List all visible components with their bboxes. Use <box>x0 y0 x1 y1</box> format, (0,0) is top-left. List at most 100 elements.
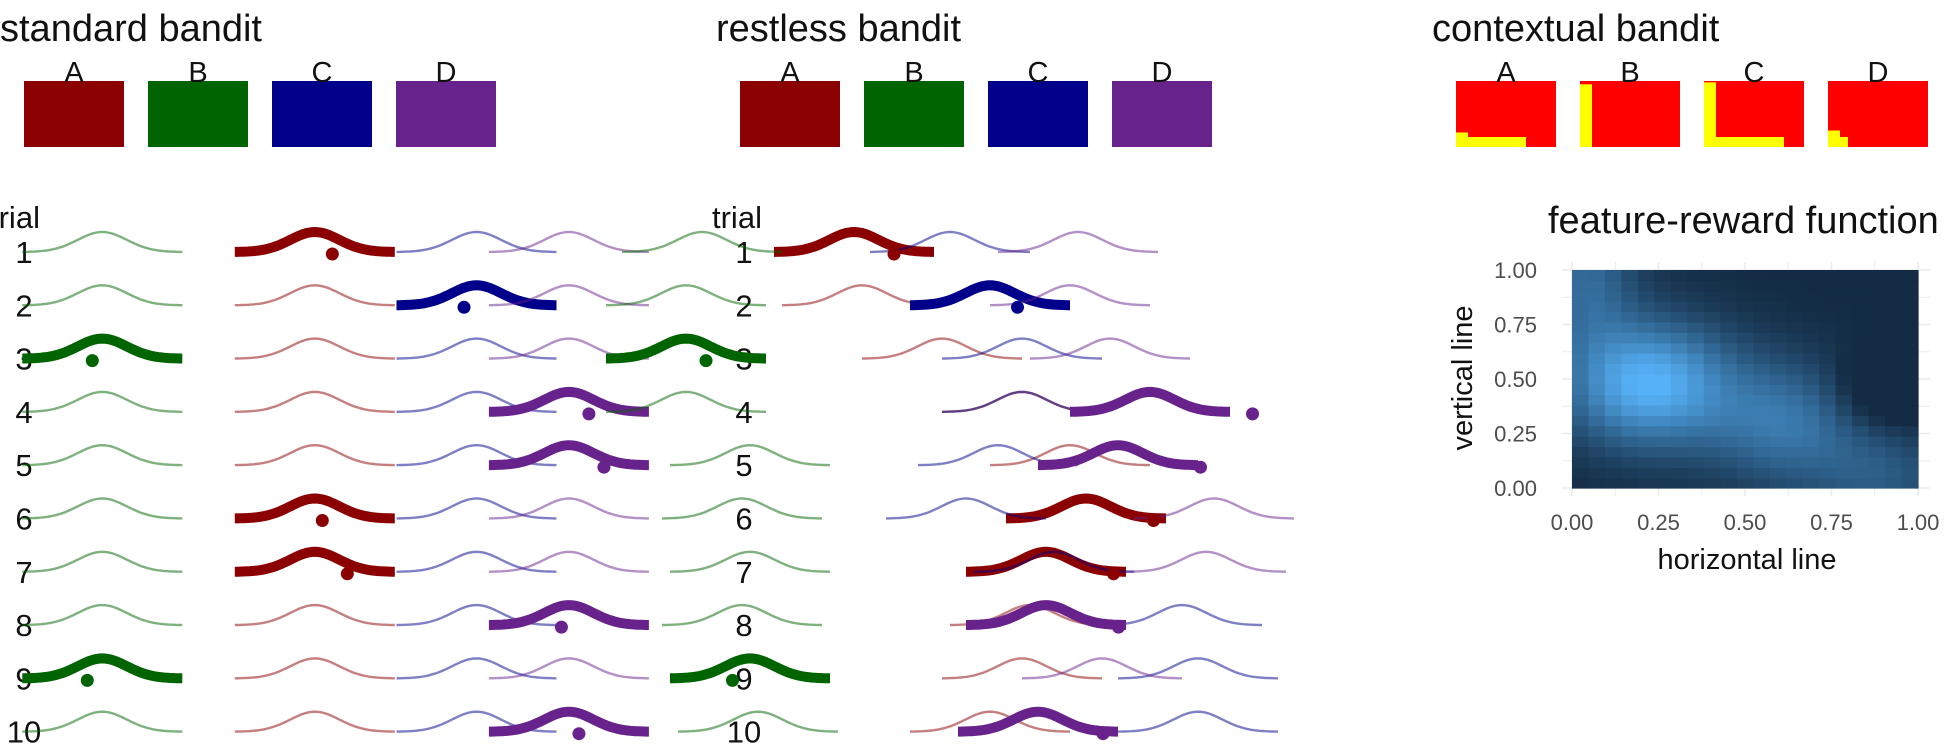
heatmap-cell <box>1852 425 1870 437</box>
heatmap-cell <box>1670 404 1688 416</box>
heatmap-cell <box>1654 363 1672 375</box>
heatmap-cell <box>1588 404 1606 416</box>
restless-arm-d-swatch <box>1112 81 1212 147</box>
standard-arm-a-distribution <box>234 284 395 307</box>
heatmap-cell <box>1687 415 1705 427</box>
standard-arm-d-distribution <box>488 706 649 737</box>
restless-arm-d-label: D <box>1152 57 1173 89</box>
standard-arm-a-distribution <box>234 603 395 627</box>
standard-arm-a-distribution <box>234 226 395 257</box>
heatmap-cell <box>1637 467 1655 479</box>
standard-bandit-title: standard bandit <box>0 8 262 50</box>
heatmap-cell <box>1588 394 1606 406</box>
heatmap-cell <box>1720 301 1738 313</box>
heatmap-cell <box>1670 332 1688 344</box>
standard-arm-c-distribution <box>396 497 557 520</box>
heatmap-cell <box>1654 373 1672 385</box>
restless-trial-number: 2 <box>735 288 752 323</box>
heatmap-cell <box>1868 363 1886 375</box>
standard-arm-b-distribution <box>22 653 183 684</box>
heatmap-cell <box>1819 311 1837 323</box>
restless-arm-c-label: C <box>1028 57 1049 89</box>
heatmap-cell <box>1736 384 1754 396</box>
heatmap-cell <box>1769 477 1787 489</box>
x-tick-label: 0.25 <box>1637 510 1680 535</box>
heatmap-cell <box>1621 477 1639 489</box>
heatmap-cell <box>1852 342 1870 354</box>
heatmap-cell <box>1604 436 1623 448</box>
contextual-bandit-panel: A B C D <box>1456 57 1928 147</box>
heatmap-cell <box>1621 301 1639 313</box>
heatmap-cell <box>1885 446 1903 458</box>
heatmap-cell <box>1802 436 1820 448</box>
restless-trial-row: 3 <box>606 333 1190 377</box>
heatmap-cell <box>1901 425 1919 437</box>
heatmap-cell <box>1786 467 1804 479</box>
heatmap-cell <box>1885 425 1903 437</box>
heatmap-cell <box>1753 290 1771 302</box>
y-tick-label: 0.75 <box>1494 313 1537 338</box>
heatmap-cell <box>1720 394 1738 406</box>
standard-trial-header: trial <box>0 200 40 235</box>
heatmap-cell <box>1885 373 1903 385</box>
heatmap-cell <box>1769 290 1787 302</box>
heatmap-cell <box>1736 415 1754 427</box>
contextual-arm-c-label: C <box>1744 57 1765 89</box>
heatmap-cell <box>1604 332 1623 344</box>
heatmap-cell <box>1621 311 1639 323</box>
restless-arm-b-distribution <box>662 497 822 520</box>
contextual-arm-a-context <box>1456 81 1556 147</box>
heatmap-cell <box>1868 384 1886 396</box>
heatmap-cell <box>1835 321 1853 333</box>
heatmap-cell <box>1670 311 1688 323</box>
standard-arm-b-swatch <box>148 81 248 147</box>
heatmap-cell <box>1868 425 1886 437</box>
heatmap-cell <box>1720 415 1738 427</box>
heatmap-cell <box>1572 301 1590 313</box>
restless-outcome-dot <box>1011 300 1024 314</box>
heatmap-cell <box>1868 353 1886 365</box>
heatmap-cell <box>1802 384 1820 396</box>
restless-trial-number: 7 <box>735 555 752 590</box>
heatmap-cell <box>1786 373 1804 385</box>
heatmap-cell <box>1868 394 1886 406</box>
heatmap-cell <box>1637 270 1655 281</box>
heatmap-cell <box>1885 332 1903 344</box>
heatmap-cell <box>1819 373 1837 385</box>
heatmap-cell <box>1637 425 1655 437</box>
context-background <box>1580 81 1680 147</box>
restless-arm-d-distribution <box>998 230 1158 254</box>
restless-trial-row: 9 <box>670 653 1278 696</box>
heatmap-cell <box>1654 436 1672 448</box>
heatmap-cell <box>1637 301 1655 313</box>
heatmap-cell <box>1835 477 1853 489</box>
heatmap-cell <box>1604 456 1623 468</box>
standard-arm-c-distribution <box>396 230 557 254</box>
contextual-arm-d-label: D <box>1868 57 1889 89</box>
heatmap-cell <box>1868 290 1886 302</box>
heatmap-cell <box>1572 280 1590 292</box>
restless-arm-c-distribution <box>1102 603 1262 627</box>
heatmap-cell <box>1604 342 1623 354</box>
heatmap-cell <box>1637 321 1655 333</box>
restless-arm-d-distribution <box>1022 657 1182 680</box>
heatmap-cell <box>1736 436 1754 448</box>
heatmap-cell <box>1819 363 1837 375</box>
heatmap-cell <box>1621 321 1639 333</box>
heatmap-cell <box>1637 456 1655 468</box>
heatmap-cell <box>1703 394 1721 406</box>
heatmap-cell <box>1769 332 1787 344</box>
heatmap-cell <box>1621 332 1639 344</box>
heatmap-cell <box>1852 384 1870 396</box>
standard-outcome-dot <box>572 727 586 741</box>
heatmap-cell <box>1637 373 1655 385</box>
heatmap-cell <box>1621 363 1639 375</box>
heatmap-cell <box>1852 404 1870 416</box>
heatmap-cell <box>1720 332 1738 344</box>
restless-arm-d-distribution <box>1038 440 1198 471</box>
heatmap-cell <box>1802 321 1820 333</box>
standard-trial-row: 8 <box>15 600 649 643</box>
heatmap-cell <box>1769 321 1787 333</box>
heatmap-cell <box>1819 290 1837 302</box>
standard-trial-row: 9 <box>15 653 649 696</box>
